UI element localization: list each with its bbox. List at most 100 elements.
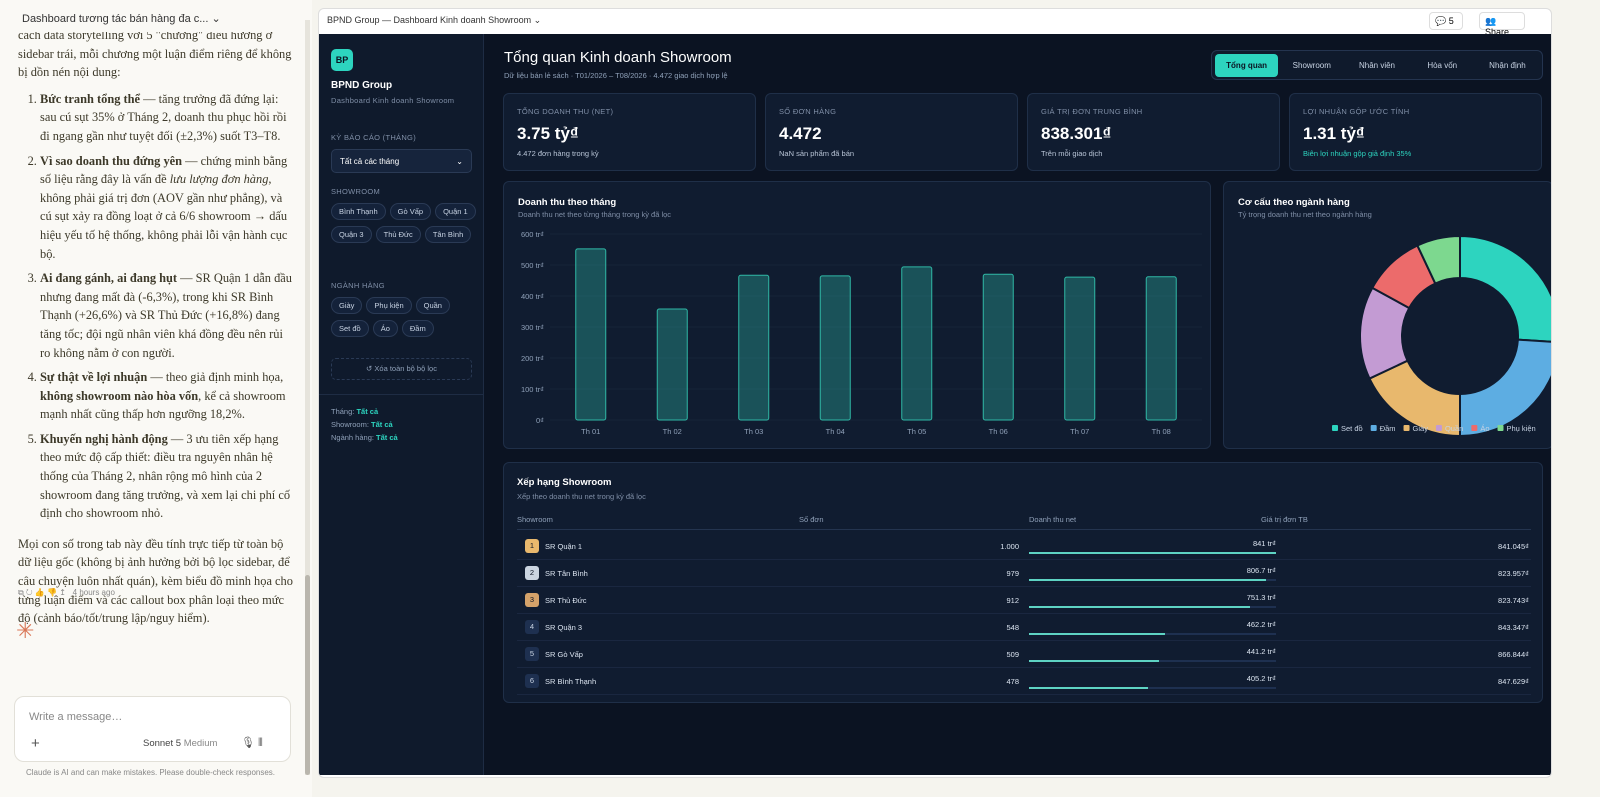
column-header: Showroom: [517, 515, 553, 524]
status-value: Tất cả: [376, 433, 398, 442]
filter-chip[interactable]: Quận 3: [331, 226, 372, 243]
header-rule: [517, 529, 1531, 530]
composer[interactable]: Write a message… + Sonnet 5 Medium 🎙 ⦀: [14, 696, 291, 762]
share-button[interactable]: 👥 Share: [1479, 12, 1525, 37]
tab[interactable]: Nhân viên: [1358, 60, 1396, 70]
table-row: 5 SR Gò Vấp 509 441.2 tr₫ 866.844₫: [517, 641, 1531, 668]
artifact-title[interactable]: BPND Group — Dashboard Kinh doanh Showro…: [327, 15, 542, 25]
orders: 979: [1006, 569, 1019, 578]
revenue-label: 751.3 tr₫: [1246, 593, 1276, 602]
tab[interactable]: Showroom: [1292, 60, 1331, 70]
filter-chip[interactable]: Quận 1: [435, 203, 476, 220]
column-header: Giá trị đơn TB: [1261, 515, 1308, 524]
effort[interactable]: Medium: [183, 738, 218, 749]
list-item: Vì sao doanh thu đứng yên — chứng minh b…: [40, 152, 293, 264]
revenue-label: 405.2 tr₫: [1246, 674, 1276, 683]
chat-message: cách data storytelling với 5 "chương" đi…: [18, 26, 293, 628]
dashboard-subtitle: Dữ liệu bán lẻ sách · T01/2026 – T08/202…: [504, 71, 728, 80]
showroom-name: SR Gò Vấp: [545, 650, 583, 659]
rank-badge: 5: [525, 647, 539, 661]
filter-chip[interactable]: Giày: [331, 297, 363, 314]
divider: [319, 394, 484, 395]
column-header: Số đơn: [799, 515, 824, 524]
status-label: Ngành hàng:: [331, 433, 374, 442]
text-segment: — chứng minh bằng số liệu rằng đây là vấ…: [40, 153, 288, 187]
kpi-value: 3.75 tỷ₫: [517, 124, 579, 143]
filter-chip[interactable]: Set đồ: [331, 320, 369, 337]
text-segment: lưu lượng đơn hàng: [169, 172, 269, 187]
showroom-label: SHOWROOM: [331, 187, 381, 196]
aov: 823.743₫: [1498, 596, 1529, 605]
model[interactable]: Sonnet 5: [143, 738, 182, 749]
rank-badge: 2: [525, 566, 539, 580]
voice-buttons[interactable]: 🎙 ⦀: [241, 737, 263, 749]
filter-chip[interactable]: Thủ Đức: [375, 226, 421, 243]
chat-title[interactable]: Dashboard tương tác bán hàng đa c...: [22, 13, 209, 25]
period-value[interactable]: Tất cả các tháng: [340, 157, 400, 166]
artifact-name[interactable]: BPND Group — Dashboard Kinh doanh Showro…: [327, 15, 532, 25]
aov: 841.045₫: [1498, 542, 1529, 551]
add-button[interactable]: +: [31, 735, 40, 752]
bar-chart: Doanh thu theo tháng Doanh thu net theo t…: [518, 197, 1202, 436]
kpi-value: 1.31 tỷ₫: [1303, 124, 1365, 143]
tab[interactable]: Tổng quan: [1215, 53, 1279, 77]
scrollbar[interactable]: [305, 20, 310, 775]
orders: 548: [1006, 623, 1019, 632]
comments[interactable]: 💬 5: [1429, 12, 1463, 30]
y-tick-label: 100 tr₫: [521, 385, 544, 394]
revenue-label: 841 tr₫: [1252, 539, 1276, 548]
list: Bức tranh tổng thể — tăng trưởng đã đứng…: [18, 90, 293, 523]
table-row: 2 SR Tân Bình 979 806.7 tr₫ 823.957₫: [517, 560, 1531, 587]
kpi-card: SỐ ĐƠN HÀNG 4.472 NaN sản phẩm đã bán: [765, 93, 1018, 171]
filter-chip[interactable]: Tân Bình: [424, 226, 472, 243]
model-selector[interactable]: Sonnet 5 Medium: [143, 738, 217, 749]
status-value: Tất cả: [371, 420, 393, 429]
tabs: Tổng quan Showroom Nhân viên Hòa vốn Nhận đị…: [1211, 50, 1543, 80]
revenue-bar: [1029, 633, 1165, 635]
bar: [982, 273, 1014, 421]
period-select[interactable]: Tất cả các tháng ⌄: [331, 149, 472, 173]
revenue-bar: [1029, 579, 1266, 581]
aov: 843.347₫: [1498, 623, 1529, 632]
kpi-value: 838.301₫: [1041, 124, 1112, 143]
showroom-name: SR Bình Thạnh: [545, 677, 597, 686]
input-placeholder[interactable]: Write a message…: [29, 711, 123, 723]
chart-subtitle: Doanh thu net theo từng tháng trong kỳ đ…: [518, 210, 671, 219]
bar: [901, 266, 933, 421]
filter-chip[interactable]: Quần: [415, 297, 450, 314]
artifact: BPND Group — Dashboard Kinh doanh Showro…: [318, 8, 1552, 778]
revenue-label: 462.2 tr₫: [1246, 620, 1276, 629]
tab[interactable]: Nhận định: [1489, 60, 1526, 70]
reset-button[interactable]: ↺ Xóa toàn bộ bộ lọc: [331, 358, 472, 380]
legend-swatch: [1435, 425, 1442, 431]
bar: [819, 275, 851, 421]
text-segment: không showroom nào hòa vốn: [40, 388, 199, 403]
legend-label: Áo: [1480, 424, 1489, 433]
text-segment: Vì sao doanh thu đứng yên: [40, 153, 183, 168]
status-row: Tháng: Tất cả: [331, 405, 398, 418]
kpi-note: NaN sản phẩm đã bán: [779, 149, 855, 158]
filter-chip[interactable]: Bình Thạnh: [331, 203, 386, 220]
comment-count[interactable]: 5: [1448, 16, 1454, 26]
filter-chip[interactable]: Phụ kiện: [366, 297, 412, 314]
tab[interactable]: Hòa vốn: [1427, 60, 1458, 70]
share[interactable]: Share: [1485, 27, 1510, 37]
column-header: Doanh thu net: [1029, 515, 1077, 524]
aov: 823.957₫: [1498, 569, 1529, 578]
kpi-note: Trên mỗi giao dịch: [1041, 149, 1103, 158]
dashboard-title: Tổng quan Kinh doanh Showroom: [504, 49, 732, 66]
y-tick-label: 200 tr₫: [521, 354, 544, 363]
revenue-track: [1029, 687, 1276, 689]
filter-chip[interactable]: Đầm: [401, 320, 434, 337]
x-tick-label: Th 07: [1070, 427, 1089, 436]
brand: BPND Group: [331, 80, 393, 91]
legend-label: Đầm: [1380, 424, 1396, 433]
claude-logo: ✳: [16, 618, 35, 643]
message-actions: ⧉ ↻ 👍 👎 ↥ 4 hours ago: [18, 588, 115, 597]
filter-chip[interactable]: Gò Vấp: [389, 203, 432, 220]
legend-swatch: [1370, 425, 1377, 431]
filter-chip[interactable]: Áo: [372, 320, 398, 337]
kpi-value: 4.472: [779, 124, 822, 143]
chat-header[interactable]: Dashboard tương tác bán hàng đa c... ⌄: [0, 0, 312, 32]
logo: BP: [331, 49, 353, 71]
